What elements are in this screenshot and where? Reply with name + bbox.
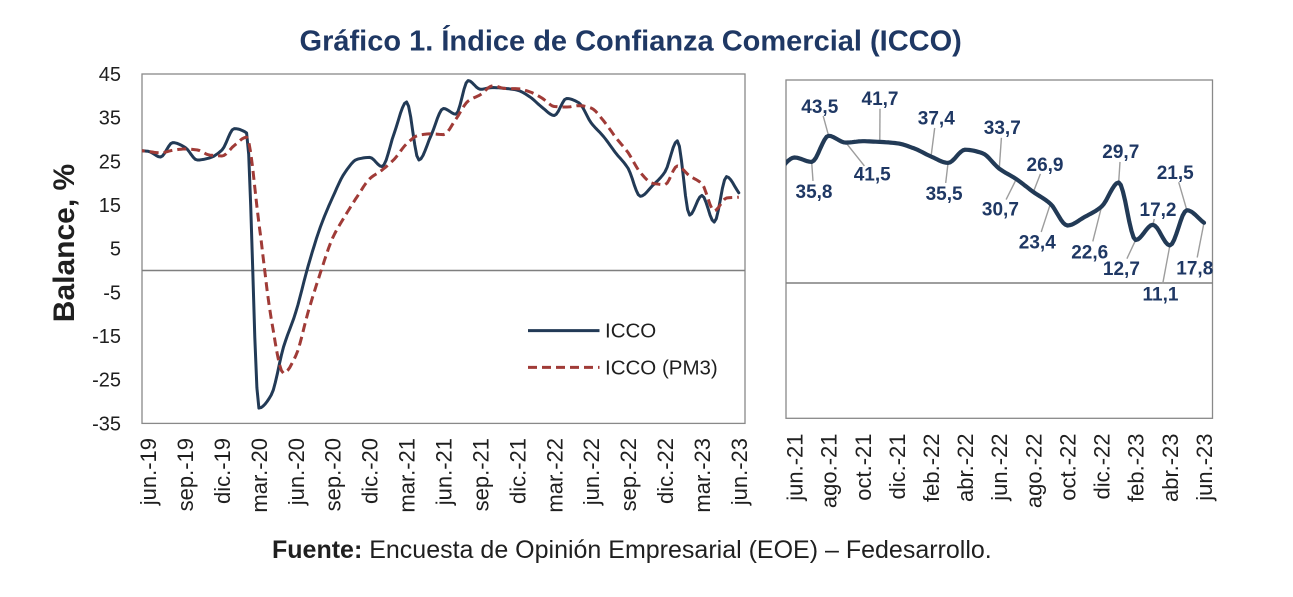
svg-text:dic.-20: dic.-20 (358, 438, 383, 504)
svg-text:jun.-21: jun.-21 (783, 434, 808, 502)
svg-text:35,8: 35,8 (796, 182, 833, 203)
svg-text:sep.-20: sep.-20 (321, 438, 346, 511)
svg-text:jun.-23: jun.-23 (727, 438, 752, 506)
svg-text:Balance, %: Balance, % (48, 164, 81, 322)
svg-text:29,7: 29,7 (1102, 142, 1139, 163)
svg-text:abr.-23: abr.-23 (1158, 434, 1183, 503)
svg-text:dic.-22: dic.-22 (653, 438, 678, 504)
svg-text:oct.-22: oct.-22 (1056, 434, 1081, 501)
svg-text:mar.-23: mar.-23 (690, 438, 715, 513)
svg-text:dic.-21: dic.-21 (505, 438, 530, 504)
svg-text:12,7: 12,7 (1103, 259, 1140, 280)
svg-text:dic.-19: dic.-19 (210, 438, 235, 504)
svg-text:oct.-21: oct.-21 (851, 434, 876, 501)
svg-text:21,5: 21,5 (1157, 163, 1194, 184)
svg-text:feb.-23: feb.-23 (1124, 434, 1149, 503)
svg-text:mar.-20: mar.-20 (247, 438, 272, 513)
svg-text:43,5: 43,5 (801, 97, 838, 118)
svg-text:dic.-21: dic.-21 (885, 434, 910, 500)
svg-text:35,5: 35,5 (926, 184, 963, 205)
svg-text:sep.-19: sep.-19 (173, 438, 198, 511)
svg-text:feb.-22: feb.-22 (919, 434, 944, 503)
svg-text:17,2: 17,2 (1140, 200, 1177, 221)
svg-text:jun.-20: jun.-20 (284, 438, 309, 506)
svg-text:-35: -35 (92, 413, 121, 435)
svg-text:jun.-23: jun.-23 (1192, 434, 1217, 502)
svg-text:41,7: 41,7 (862, 89, 899, 110)
svg-text:5: 5 (110, 239, 121, 261)
svg-text:-15: -15 (92, 326, 121, 348)
svg-text:26,9: 26,9 (1027, 155, 1064, 176)
svg-text:jun.-22: jun.-22 (987, 434, 1012, 502)
svg-text:mar.-22: mar.-22 (542, 438, 567, 513)
svg-text:ICCO (PM3): ICCO (PM3) (605, 356, 718, 379)
svg-text:17,8: 17,8 (1176, 259, 1213, 280)
svg-text:30,7: 30,7 (982, 200, 1019, 221)
svg-text:35: 35 (99, 108, 121, 130)
svg-text:dic.-22: dic.-22 (1090, 434, 1115, 500)
svg-text:jun.-21: jun.-21 (432, 438, 457, 506)
svg-text:-5: -5 (103, 282, 121, 304)
svg-text:Fuente: Encuesta de Opinión Em: Fuente: Encuesta de Opinión Empresarial … (272, 536, 992, 564)
svg-text:-25: -25 (92, 370, 121, 392)
svg-text:abr.-22: abr.-22 (953, 434, 978, 503)
svg-text:37,4: 37,4 (918, 108, 955, 129)
svg-text:25: 25 (99, 151, 121, 173)
svg-text:jun.-19: jun.-19 (136, 438, 161, 506)
svg-text:ago.-22: ago.-22 (1021, 434, 1046, 509)
svg-text:23,4: 23,4 (1019, 233, 1056, 254)
svg-text:41,5: 41,5 (854, 165, 891, 186)
svg-text:Gráfico 1. Índice de Confianza: Gráfico 1. Índice de Confianza Comercial… (300, 24, 962, 58)
svg-text:ICCO: ICCO (605, 320, 656, 343)
svg-text:33,7: 33,7 (984, 118, 1021, 139)
svg-text:11,1: 11,1 (1143, 284, 1179, 305)
svg-text:jun.-22: jun.-22 (579, 438, 604, 506)
svg-text:sep.-21: sep.-21 (468, 438, 493, 511)
svg-text:15: 15 (99, 195, 121, 217)
svg-text:45: 45 (99, 64, 121, 86)
svg-text:ago.-21: ago.-21 (817, 434, 842, 509)
svg-text:sep.-22: sep.-22 (616, 438, 641, 511)
svg-text:mar.-21: mar.-21 (395, 438, 420, 513)
